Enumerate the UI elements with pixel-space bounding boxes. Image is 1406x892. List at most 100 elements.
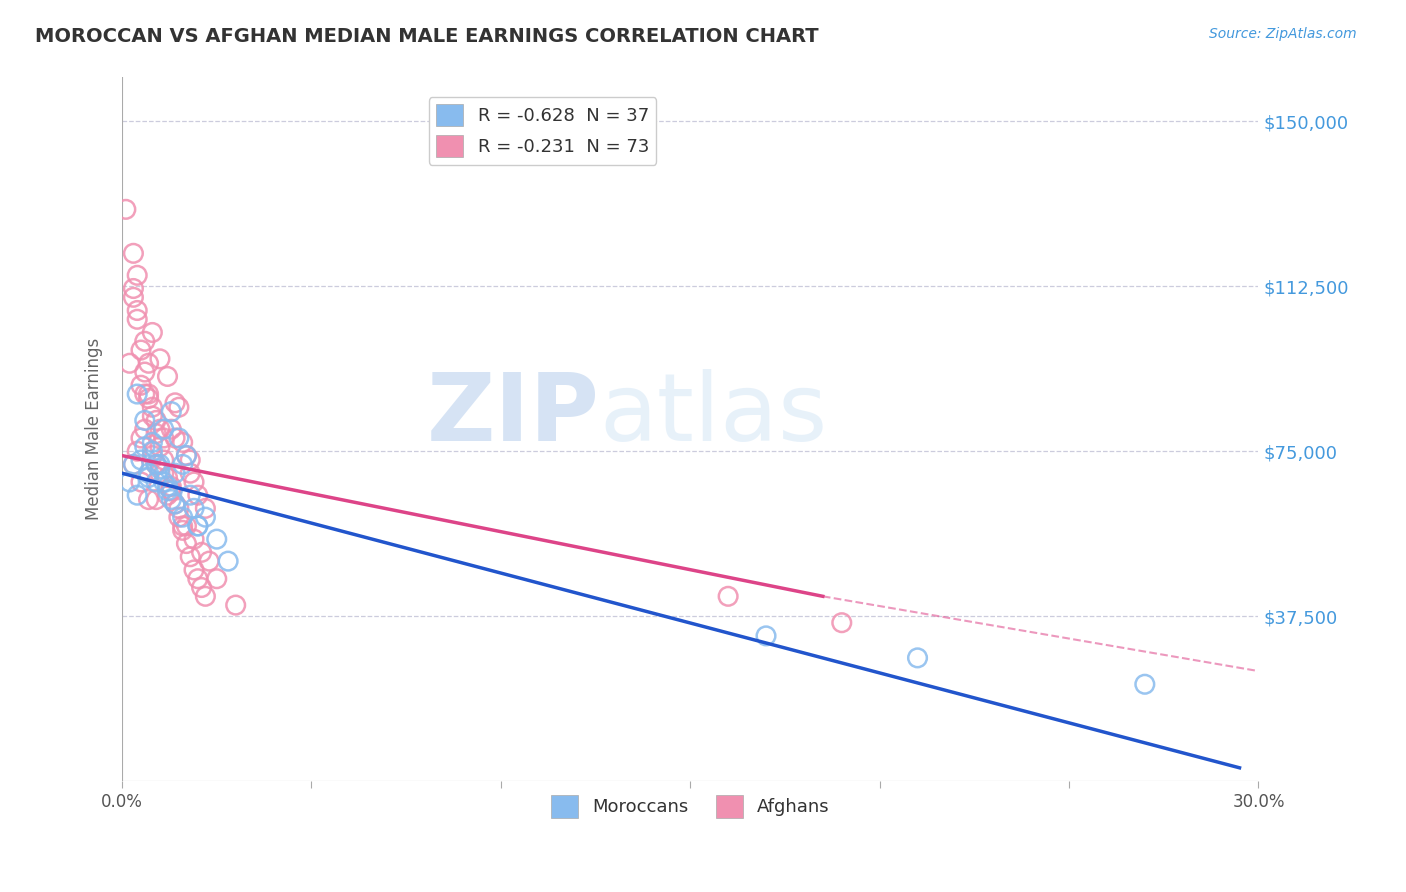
Point	[118, 475, 141, 489]
Point	[127, 303, 149, 318]
Point	[165, 431, 187, 445]
Point	[160, 479, 183, 493]
Point	[152, 431, 174, 445]
Point	[1133, 677, 1156, 691]
Point	[167, 510, 190, 524]
Point	[187, 519, 209, 533]
Point	[160, 483, 183, 498]
Point	[167, 401, 190, 415]
Point	[127, 488, 149, 502]
Point	[145, 458, 167, 472]
Point	[149, 466, 172, 480]
Point	[183, 501, 205, 516]
Point	[122, 246, 145, 260]
Text: Source: ZipAtlas.com: Source: ZipAtlas.com	[1209, 27, 1357, 41]
Point	[187, 519, 209, 533]
Point	[717, 590, 740, 604]
Point	[190, 545, 212, 559]
Point	[194, 501, 217, 516]
Point	[152, 475, 174, 489]
Point	[160, 492, 183, 507]
Point	[165, 396, 187, 410]
Point	[122, 458, 145, 472]
Point	[122, 290, 145, 304]
Point	[160, 404, 183, 418]
Point	[134, 422, 156, 436]
Point	[176, 449, 198, 463]
Point	[149, 462, 172, 476]
Point	[127, 268, 149, 283]
Point	[145, 413, 167, 427]
Point	[176, 536, 198, 550]
Point	[134, 334, 156, 349]
Point	[172, 435, 194, 450]
Point	[225, 598, 247, 612]
Point	[129, 475, 152, 489]
Point	[138, 392, 160, 406]
Point	[160, 483, 183, 498]
Point	[160, 422, 183, 436]
Point	[118, 356, 141, 370]
Point	[172, 519, 194, 533]
Point	[145, 475, 167, 489]
Point	[141, 409, 163, 423]
Point	[127, 312, 149, 326]
Point	[127, 444, 149, 458]
Point	[831, 615, 853, 630]
Point	[141, 326, 163, 340]
Point	[156, 369, 179, 384]
Point	[176, 519, 198, 533]
Point	[145, 492, 167, 507]
Point	[134, 413, 156, 427]
Point	[149, 351, 172, 366]
Point	[129, 343, 152, 357]
Point	[172, 458, 194, 472]
Point	[122, 281, 145, 295]
Point	[165, 466, 187, 480]
Point	[205, 572, 228, 586]
Point	[152, 422, 174, 436]
Point	[165, 497, 187, 511]
Point	[165, 497, 187, 511]
Point	[149, 422, 172, 436]
Legend: Moroccans, Afghans: Moroccans, Afghans	[544, 789, 837, 825]
Point	[138, 466, 160, 480]
Point	[755, 629, 778, 643]
Point	[122, 458, 145, 472]
Text: ZIP: ZIP	[426, 369, 599, 461]
Point	[134, 365, 156, 379]
Point	[152, 453, 174, 467]
Point	[145, 426, 167, 441]
Point	[141, 444, 163, 458]
Point	[149, 440, 172, 454]
Point	[129, 431, 152, 445]
Point	[187, 572, 209, 586]
Point	[205, 532, 228, 546]
Point	[156, 488, 179, 502]
Point	[138, 492, 160, 507]
Point	[194, 590, 217, 604]
Point	[217, 554, 239, 568]
Point	[179, 488, 201, 502]
Point	[190, 581, 212, 595]
Point	[179, 549, 201, 564]
Point	[141, 435, 163, 450]
Point	[176, 449, 198, 463]
Point	[183, 532, 205, 546]
Point	[172, 510, 194, 524]
Point	[129, 378, 152, 392]
Point	[156, 483, 179, 498]
Point	[198, 554, 221, 568]
Point	[145, 458, 167, 472]
Point	[167, 431, 190, 445]
Point	[194, 510, 217, 524]
Text: MOROCCAN VS AFGHAN MEDIAN MALE EARNINGS CORRELATION CHART: MOROCCAN VS AFGHAN MEDIAN MALE EARNINGS …	[35, 27, 818, 45]
Point	[179, 466, 201, 480]
Point	[183, 475, 205, 489]
Point	[187, 488, 209, 502]
Point	[152, 466, 174, 480]
Point	[183, 563, 205, 577]
Point	[141, 449, 163, 463]
Point	[115, 202, 138, 217]
Point	[172, 524, 194, 538]
